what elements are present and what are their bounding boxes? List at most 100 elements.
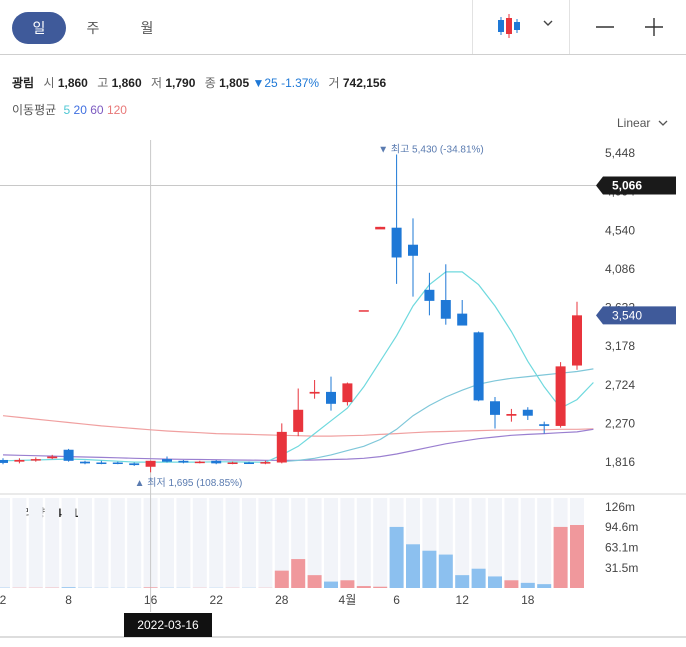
plus-icon <box>645 18 663 36</box>
candle-body <box>227 462 238 465</box>
current-price-flag-label: 5,066 <box>612 178 642 192</box>
volume-bg-stripe <box>127 498 142 588</box>
volume-bar <box>291 559 306 588</box>
volume-bg-stripe <box>356 498 371 588</box>
ma5-line <box>2 271 594 463</box>
price-tick-label: 2,270 <box>605 416 635 430</box>
volume-panel-value: 742,156 <box>48 506 92 520</box>
candle-body <box>506 414 517 416</box>
volume-bg-stripe <box>242 498 256 588</box>
ma60-line <box>2 428 594 462</box>
price-tick-label: 4,086 <box>605 262 635 276</box>
chart-toolbar: 일 주 월 <box>0 0 686 55</box>
volume-bg-stripe <box>373 498 388 588</box>
volume-bg-stripe <box>504 498 519 588</box>
current-price-flag <box>596 176 676 195</box>
candle-body <box>326 391 336 404</box>
candle-body <box>408 244 418 256</box>
last-price-flag-label: 3,540 <box>612 308 642 322</box>
candle-body <box>293 409 304 432</box>
price-tick-label: 1,816 <box>605 455 635 469</box>
volume-bar <box>422 550 437 588</box>
volume-bg-stripe <box>143 498 158 588</box>
open-value: 1,860 <box>57 76 88 90</box>
ma-20-label: 20 <box>73 103 87 117</box>
period-tab-week[interactable]: 주 <box>86 20 100 36</box>
candle-body <box>178 460 189 463</box>
volume-bg-stripe <box>570 498 584 588</box>
candle-body <box>555 366 566 426</box>
close-value: 1,805 <box>219 76 250 90</box>
high-price-marker: ▼ 최고 5,430 (-34.81%) <box>378 144 484 156</box>
chevron-down-icon <box>543 20 553 26</box>
volume-bg-stripe <box>307 498 322 588</box>
volume-bar <box>143 587 158 588</box>
minimize-button[interactable] <box>590 14 622 40</box>
candle-body <box>129 463 140 466</box>
candle-body <box>211 460 222 464</box>
crosshair-date-label: 2022-03-16 <box>124 613 212 637</box>
candle-body <box>358 310 369 312</box>
ma20-line <box>281 368 594 463</box>
change-value: ▼25 <box>252 76 278 90</box>
toolbar-divider <box>569 0 570 54</box>
x-tick-label: 28 <box>275 593 289 607</box>
candle-body <box>47 456 58 459</box>
volume-bg-stripe <box>520 498 535 588</box>
ma-5-label: 5 <box>63 103 71 117</box>
volume-bg-stripe <box>94 498 109 588</box>
candle-body <box>473 332 484 401</box>
period-tab-day[interactable]: 일 <box>12 12 66 44</box>
scale-label: Linear <box>617 116 651 130</box>
price-tick-label: 5,448 <box>605 146 635 160</box>
scale-selector[interactable]: Linear <box>617 116 669 130</box>
x-tick-label: 18 <box>521 593 535 607</box>
volume-bg-stripe <box>160 498 174 588</box>
low-label: 저 <box>150 76 163 90</box>
volume-bg-stripe <box>176 498 191 588</box>
volume-label: 거 <box>328 76 340 90</box>
minus-icon <box>596 26 614 28</box>
volume-bg-stripe <box>471 498 486 588</box>
volume-value: 742,156 <box>342 76 387 90</box>
candle-body <box>162 459 172 462</box>
volume-bar <box>274 570 289 588</box>
volume-bar <box>307 575 322 588</box>
ma-120-label: 120 <box>106 103 127 117</box>
ma-label: 이동평균 <box>12 103 57 117</box>
price-tick-label: 4,540 <box>605 223 635 237</box>
volume-bg-stripe <box>438 498 453 588</box>
add-button[interactable] <box>638 14 670 40</box>
volume-tick-label: 126m <box>605 500 635 514</box>
candle-body <box>276 431 287 463</box>
high-label: 고 <box>97 76 109 90</box>
candle-body <box>96 462 107 465</box>
quote-summary: 광림 시 1,860 고 1,860 저 1,790 종 1,805 ▼25 -… <box>12 74 386 91</box>
volume-bg-stripe <box>488 498 502 588</box>
high-value: 1,860 <box>111 76 142 90</box>
x-tick-label: 12 <box>456 593 470 607</box>
volume-bg-stripe <box>406 498 420 588</box>
candle-body <box>194 461 205 464</box>
volume-bar <box>340 580 355 588</box>
x-tick-label: 6 <box>393 593 400 607</box>
x-tick-label: 4월 <box>339 593 357 607</box>
volume-bg-stripe <box>455 498 470 588</box>
x-tick-label: 22 <box>210 593 224 607</box>
price-tick-label: 3,632 <box>605 301 635 315</box>
volume-panel-title: 거래량 742,156 <box>12 504 92 521</box>
volume-bar <box>488 576 502 588</box>
candle-body <box>457 313 468 326</box>
candle-body <box>440 300 451 319</box>
period-tab-month[interactable]: 월 <box>140 20 154 36</box>
x-tick-label: 8 <box>65 593 72 607</box>
candle-body <box>539 424 550 426</box>
ma120-line <box>2 415 594 437</box>
chart-type-button[interactable] <box>490 8 560 46</box>
volume-bg-stripe <box>389 498 404 588</box>
stock-name: 광림 <box>12 76 35 90</box>
price-tick-label: 3,178 <box>605 339 635 353</box>
moving-average-legend: 이동평균 5 20 60 120 <box>12 101 127 118</box>
volume-bar <box>537 584 552 588</box>
last-price-flag <box>596 306 676 325</box>
